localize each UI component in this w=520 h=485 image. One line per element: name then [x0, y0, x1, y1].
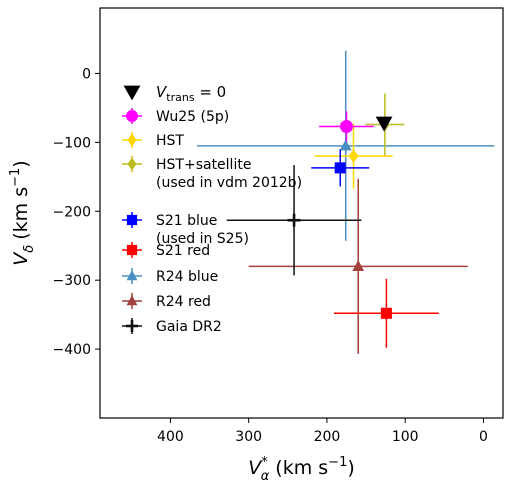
point-s21-blue: [311, 149, 370, 187]
marker-r24-red: [352, 259, 365, 271]
y-axis-label: Vδ(km s−1): [8, 160, 37, 265]
x-tick-label: 0: [479, 429, 488, 445]
marker-r24-blue: [339, 139, 352, 151]
legend-label-s21-red: S21 red: [156, 243, 210, 259]
x-tick-label: 400: [157, 429, 184, 445]
legend-marker-gaia: [126, 320, 138, 332]
legend-label-wu25: Wu25 (5p): [156, 109, 229, 125]
legend-entry-gaia: Gaia DR2: [122, 318, 222, 335]
legend-entry-hst: HST: [122, 132, 184, 149]
legend-entry-vtrans: Vtrans = 0: [123, 83, 226, 104]
legend-marker-vtrans: [123, 85, 141, 101]
marker-wu25: [339, 120, 353, 134]
point-r24-red: [248, 178, 468, 354]
axes: 400 300 200 100 0 0 −100 −200 −300 −400 V* α (km s−1…: [8, 7, 504, 484]
marker-vtrans: [375, 116, 393, 132]
legend-label-gaia: Gaia DR2: [156, 319, 222, 335]
plot-area: [197, 50, 495, 354]
point-hst: [314, 123, 393, 189]
legend-label-hst: HST: [156, 133, 184, 149]
legend-marker-hst-sat: [127, 157, 137, 171]
point-r24-blue: [197, 50, 495, 241]
legend-entry-hst-sat: HST+satellite (used in vdm 2012b): [122, 156, 302, 191]
legend-marker-r24-blue: [126, 270, 138, 281]
y-tick-label: 0: [82, 66, 91, 82]
legend-entry-r24-red: R24 red: [122, 293, 211, 310]
legend-label-s21-blue: S21 blue: [156, 213, 217, 229]
legend-entry-s21-red: S21 red: [122, 242, 210, 259]
legend-label-hst-sat-line2: (used in vdm 2012b): [156, 175, 302, 191]
x-axis-label: V* α (km s−1): [248, 455, 355, 484]
legend-marker-s21-red: [126, 244, 138, 256]
marker-s21-blue: [334, 162, 346, 174]
y-tick-label: −300: [53, 273, 91, 289]
y-tick-label: −400: [53, 342, 91, 358]
x-tick-label: 300: [235, 429, 262, 445]
marker-s21-red: [380, 307, 392, 319]
y-tick-label: −200: [53, 204, 91, 220]
legend-label-s21-blue-line2: (used in S25): [156, 231, 249, 247]
point-gaia: [226, 165, 362, 276]
legend-marker-s21-blue: [126, 214, 138, 226]
legend-label-hst-sat: HST+satellite: [156, 157, 251, 173]
legend-marker-hst: [127, 133, 137, 147]
point-s21-red: [333, 278, 439, 348]
marker-hst: [348, 149, 359, 164]
legend-marker-r24-red: [126, 295, 138, 306]
legend-entry-r24-blue: R24 blue: [122, 268, 218, 285]
y-tick-label: −100: [53, 135, 91, 151]
legend-entry-s21-blue: S21 blue (used in S25): [122, 212, 249, 247]
legend-label-r24-red: R24 red: [156, 294, 211, 310]
x-tick-label: 200: [314, 429, 341, 445]
x-tick-label: 100: [392, 429, 419, 445]
legend-label-vtrans: Vtrans = 0: [156, 83, 226, 104]
legend-marker-wu25: [126, 110, 138, 122]
point-vtrans: [375, 116, 393, 132]
point-wu25: [319, 111, 374, 142]
axes-frame: [99, 7, 504, 419]
legend: Vtrans = 0 Wu25 (5p) HST HST+satellite (used…: [122, 83, 302, 335]
legend-entry-wu25: Wu25 (5p): [122, 108, 229, 125]
legend-label-r24-blue: R24 blue: [156, 269, 218, 285]
marker-gaia: [287, 213, 301, 227]
